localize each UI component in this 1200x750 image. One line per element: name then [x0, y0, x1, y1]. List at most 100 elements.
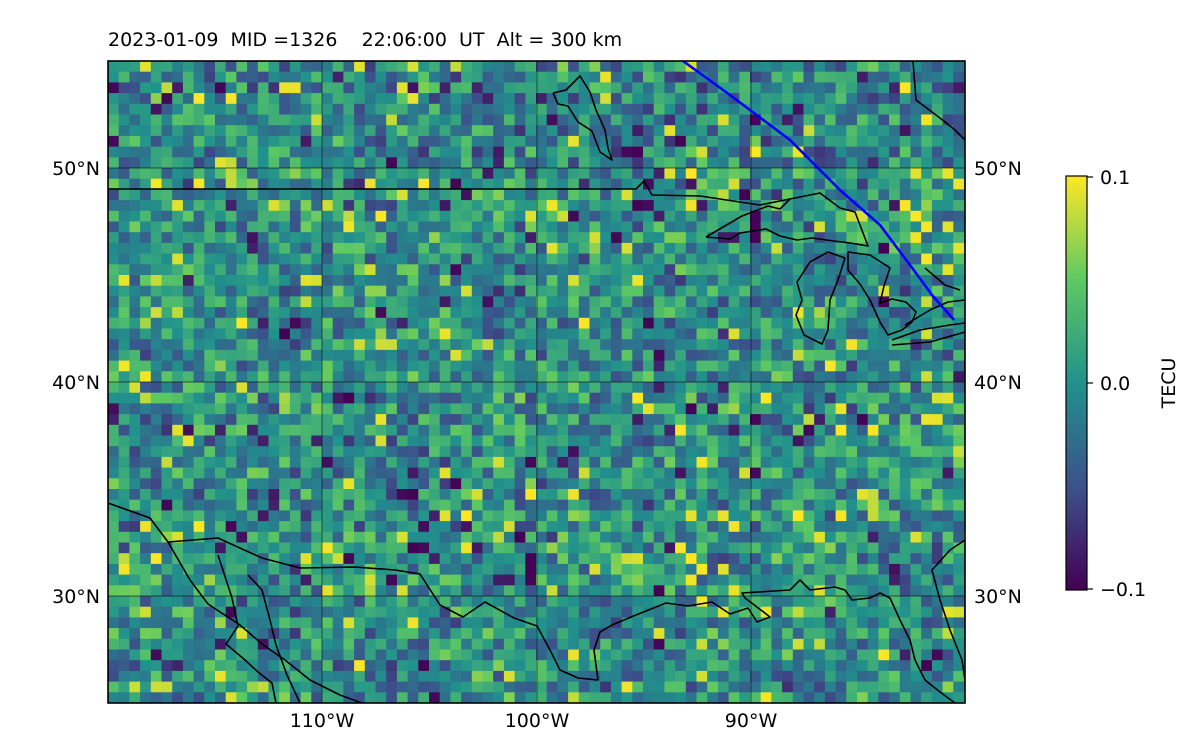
tec-cell — [396, 232, 409, 244]
tec-cell — [643, 360, 655, 372]
tec-cell — [632, 232, 644, 244]
tec-cell — [664, 446, 676, 458]
tec-cell — [471, 264, 484, 276]
tec-cell — [161, 328, 173, 340]
tec-cell — [247, 264, 259, 276]
tec-cell — [129, 285, 141, 297]
tec-cell — [942, 189, 954, 201]
lat-label-left: 50°N — [52, 158, 100, 180]
tec-cell — [482, 435, 494, 447]
tec-cell — [257, 349, 270, 362]
tec-cell — [407, 371, 419, 383]
tec-cell — [118, 628, 130, 640]
tec-cell — [685, 317, 698, 330]
tec-cell — [311, 307, 323, 319]
tec-cell — [889, 542, 901, 554]
tec-cell — [771, 210, 783, 223]
tec-cell — [268, 467, 280, 479]
tec-cell — [503, 135, 516, 148]
tec-cell — [835, 424, 847, 437]
tec-cell — [835, 382, 847, 394]
tec-cell — [600, 339, 612, 351]
tec-cell — [846, 649, 858, 661]
tec-cell — [332, 232, 344, 244]
tec-cell — [471, 574, 484, 586]
tec-cell — [322, 499, 334, 511]
tec-cell — [343, 157, 355, 169]
tec-cell — [439, 146, 451, 158]
tec-cell — [739, 200, 751, 212]
tec-cell — [664, 638, 676, 651]
tec-cell — [482, 617, 494, 629]
tec-cell — [514, 135, 526, 148]
tec-cell — [429, 638, 441, 651]
tec-cell — [910, 328, 922, 340]
tec-cell — [546, 200, 558, 212]
tec-cell — [450, 82, 462, 94]
tec-cell — [514, 82, 526, 94]
tec-cell — [931, 61, 944, 73]
tec-cell — [814, 210, 826, 223]
tec-cell — [889, 178, 901, 190]
tec-cell — [204, 189, 216, 201]
tec-cell — [600, 103, 612, 116]
tec-cell — [921, 82, 933, 94]
tec-cell — [867, 574, 879, 586]
tec-cell — [600, 478, 612, 490]
tec-cell — [161, 157, 173, 169]
tec-cell — [621, 93, 633, 105]
tec-cell — [471, 125, 484, 137]
tec-cell — [225, 681, 237, 693]
tec-cell — [953, 296, 965, 308]
tec-cell — [257, 606, 270, 618]
tec-cell — [407, 649, 419, 661]
tec-cell — [536, 617, 548, 629]
tec-cell — [322, 596, 334, 608]
tec-cell — [525, 317, 537, 330]
tec-cell — [161, 456, 173, 469]
tec-cell — [910, 660, 922, 672]
tec-cell — [696, 660, 708, 672]
tec-cell — [493, 178, 505, 190]
tec-cell — [493, 424, 505, 437]
tec-cell — [621, 200, 633, 212]
tec-cell — [728, 146, 740, 158]
tec-cell — [343, 275, 355, 287]
tec-cell — [503, 371, 516, 383]
tec-cell — [792, 307, 805, 319]
tec-cell — [386, 478, 398, 490]
tec-cell — [129, 135, 141, 148]
tec-cell — [803, 553, 815, 565]
tec-cell — [343, 617, 355, 629]
tec-cell — [696, 414, 708, 426]
tec-cell — [824, 435, 837, 447]
tec-cell — [696, 93, 708, 105]
tec-cell — [536, 596, 548, 608]
tec-cell — [610, 489, 623, 501]
tec-cell — [824, 157, 837, 169]
tec-cell — [632, 114, 644, 126]
tec-cell — [600, 638, 612, 651]
tec-cell — [225, 232, 237, 244]
tec-cell — [707, 82, 719, 94]
tec-cell — [824, 606, 837, 618]
tec-cell — [685, 660, 698, 672]
tec-cell — [322, 317, 334, 330]
tec-cell — [150, 61, 163, 73]
tec-cell — [942, 521, 954, 533]
tec-cell — [514, 189, 526, 201]
tec-cell — [717, 242, 730, 255]
tec-cell — [407, 660, 419, 672]
tec-cell — [557, 499, 569, 511]
tec-cell — [600, 178, 612, 190]
tec-cell — [354, 531, 366, 544]
tec-cell — [728, 660, 740, 672]
tec-cell — [707, 157, 719, 169]
tec-cell — [846, 467, 858, 479]
tec-cell — [471, 403, 484, 415]
tec-cell — [589, 424, 601, 437]
tec-cell — [696, 553, 708, 565]
tec-cell — [653, 382, 665, 394]
tec-cell — [664, 617, 676, 629]
tec-cell — [589, 414, 601, 426]
